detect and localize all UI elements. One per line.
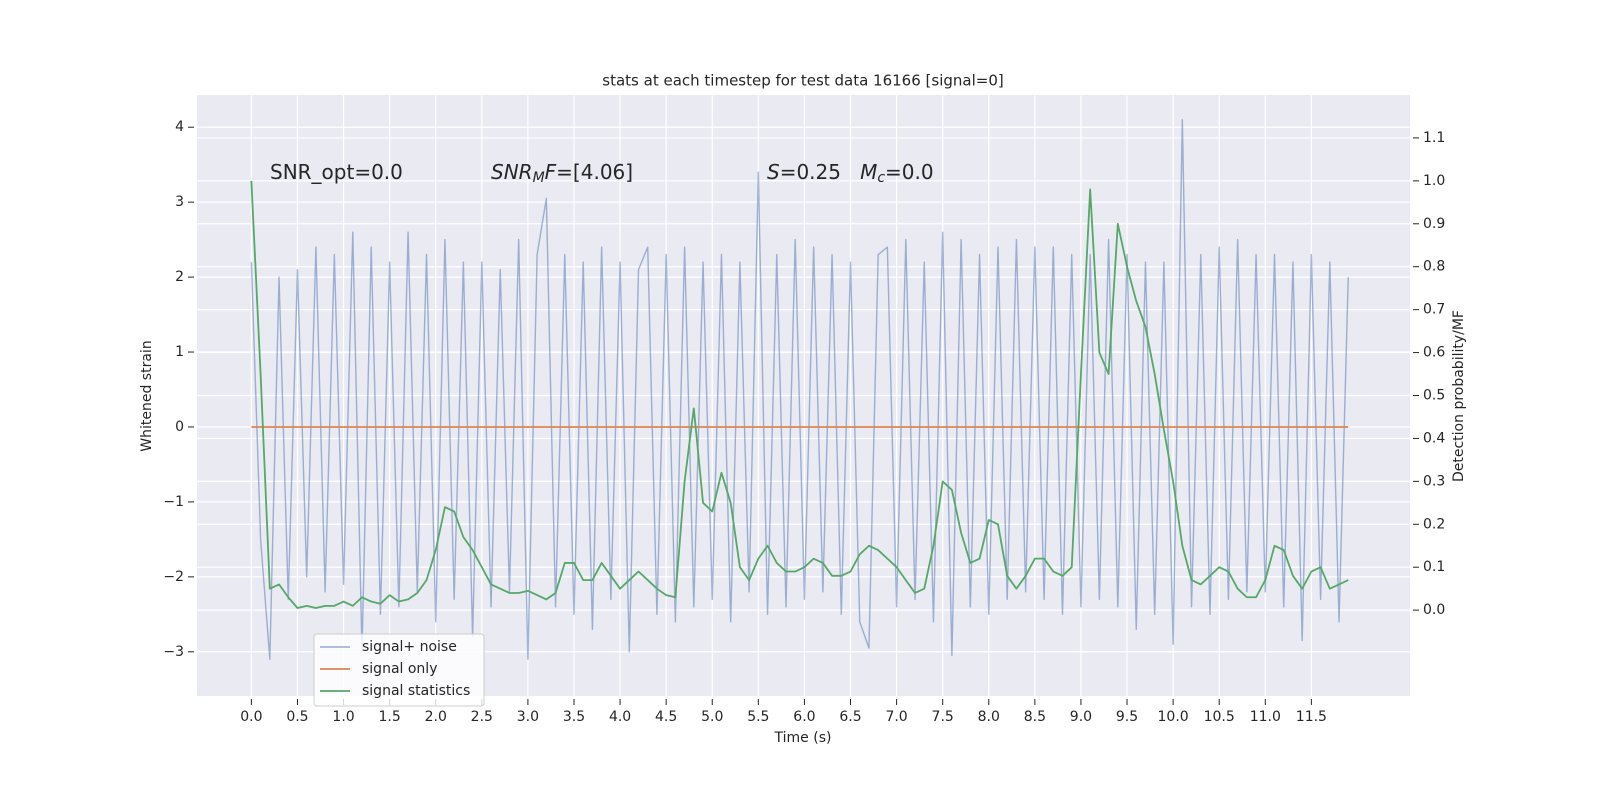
annotation-part: =0.25 [780, 160, 860, 184]
annotation-part: S [767, 160, 780, 184]
x-tick-label: 3.5 [563, 709, 585, 725]
x-tick-label: 10.0 [1158, 709, 1189, 725]
x-tick-label: 10.5 [1204, 709, 1235, 725]
x-tick-label: 8.0 [978, 709, 1000, 725]
y-tick-label: −2 [163, 569, 184, 585]
annotation-part: F [545, 160, 557, 184]
x-tick-label: 2.0 [425, 709, 447, 725]
x-axis-label: Time (s) [774, 730, 832, 746]
y2-tick-label: 0.0 [1423, 602, 1445, 618]
x-tick-label: 2.5 [471, 709, 493, 725]
x-tick-label: 11.0 [1250, 709, 1281, 725]
y2-tick-label: 0.9 [1423, 216, 1445, 232]
x-tick-label: 8.5 [1024, 709, 1046, 725]
y2-tick-label: 1.0 [1423, 173, 1445, 189]
y-tick-label: 1 [175, 344, 184, 360]
y2-tick-label: 0.3 [1423, 473, 1445, 489]
annotation-part: SNR [491, 160, 533, 184]
x-tick-label: 6.5 [839, 709, 861, 725]
annotation: SNRMF=[4.06] [491, 160, 633, 187]
y-tick-label: −1 [163, 494, 184, 510]
x-tick-label: 4.5 [655, 709, 677, 725]
legend-box [313, 633, 485, 707]
x-tick-label: 0.0 [240, 709, 262, 725]
x-tick-label: 4.0 [609, 709, 631, 725]
y2-tick-label: 0.4 [1423, 430, 1445, 446]
x-tick-label: 9.5 [1116, 709, 1138, 725]
annotation-part: c [877, 170, 885, 186]
y-axis-label: Whitened strain [139, 340, 155, 451]
legend-label: signal statistics [362, 683, 470, 699]
x-tick-label: 9.0 [1070, 709, 1092, 725]
x-tick-label: 1.0 [332, 709, 354, 725]
annotation-part: M [860, 160, 877, 184]
y-tick-label: 0 [175, 419, 184, 435]
y2-tick-label: 0.1 [1423, 559, 1445, 575]
annotation-part: SNR_opt=0.0 [270, 160, 403, 184]
y-tick-label: −3 [163, 644, 184, 660]
x-tick-label: 7.5 [932, 709, 954, 725]
x-tick-label: 11.5 [1296, 709, 1327, 725]
y2-tick-label: 0.6 [1423, 345, 1445, 361]
annotation-part: =0.0 [885, 160, 934, 184]
y2-tick-label: 0.5 [1423, 388, 1445, 404]
series-line [250, 180, 1349, 609]
annotation-part: M [533, 170, 545, 186]
chart-title: stats at each timestep for test data 161… [602, 72, 1003, 90]
y-tick-label: 4 [175, 119, 184, 135]
y-tick-label: 3 [175, 194, 184, 210]
legend-label: signal+ noise [362, 639, 457, 655]
annotation: S=0.25 Mc=0.0 [767, 160, 934, 187]
y2-tick-label: 0.8 [1423, 259, 1445, 275]
x-tick-label: 3.0 [517, 709, 539, 725]
x-tick-label: 7.0 [885, 709, 907, 725]
x-tick-label: 5.5 [747, 709, 769, 725]
y2-tick-label: 1.1 [1423, 130, 1445, 146]
x-tick-label: 1.5 [379, 709, 401, 725]
annotation-part: =[4.06] [556, 160, 633, 184]
x-tick-label: 0.5 [286, 709, 308, 725]
series-line [250, 119, 1349, 660]
y2-tick-label: 0.2 [1423, 516, 1445, 532]
legend-label: signal only [362, 661, 437, 677]
y2-tick-label: 0.7 [1423, 302, 1445, 318]
x-tick-label: 6.0 [793, 709, 815, 725]
x-tick-label: 5.0 [701, 709, 723, 725]
y2-axis-label: Detection probability/MF [1451, 310, 1467, 482]
annotation: SNR_opt=0.0 [270, 160, 403, 184]
y-tick-label: 2 [175, 269, 184, 285]
